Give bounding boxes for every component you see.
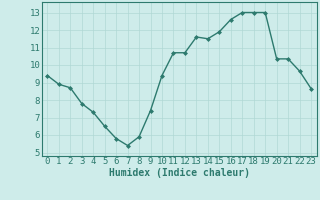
X-axis label: Humidex (Indice chaleur): Humidex (Indice chaleur): [109, 168, 250, 178]
